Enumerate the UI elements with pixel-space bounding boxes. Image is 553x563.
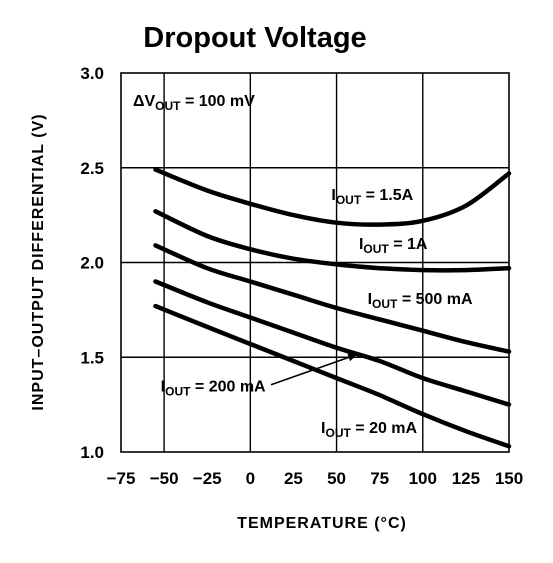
- series-label-4: IOUT = 20 mA: [321, 420, 418, 440]
- series-line-1: [153, 209, 512, 273]
- series-label-0: IOUT = 1.5A: [331, 187, 413, 207]
- series-label-3: IOUT = 200 mA: [161, 378, 266, 398]
- series-line-3: [153, 279, 512, 407]
- series-lines: [153, 167, 512, 449]
- plot-frame: [120, 72, 510, 453]
- series-label-2: IOUT = 500 mA: [368, 291, 473, 311]
- x-tick-label: 75: [370, 469, 389, 488]
- y-tick-label: 1.5: [80, 348, 104, 367]
- leader-arrow-head: [347, 353, 358, 362]
- y-tick-label: 1.0: [80, 443, 104, 462]
- series-labels: IOUT = 1.5A IOUT = 1A IOUT = 500 mA IOUT = …: [161, 187, 473, 440]
- condition-annotation: ΔVOUT = 100 mV: [133, 93, 255, 113]
- x-tick-labels: −75 −50 −25 0 25 50 75 100 125 150: [107, 469, 524, 488]
- y-tick-label: 2.5: [80, 159, 104, 178]
- x-tick-label: −25: [193, 469, 222, 488]
- x-tick-label: 50: [327, 469, 346, 488]
- series-line-4: [153, 303, 512, 449]
- x-tick-label: 125: [452, 469, 480, 488]
- x-tick-label: −75: [107, 469, 136, 488]
- x-tick-label: 150: [495, 469, 523, 488]
- x-axis-label: TEMPERATURE (°C): [237, 515, 407, 532]
- series-line-2: [153, 243, 512, 354]
- x-tick-label: −50: [150, 469, 179, 488]
- x-tick-label: 100: [409, 469, 437, 488]
- y-tick-label: 2.0: [80, 254, 104, 273]
- y-tick-labels: 1.0 1.5 2.0 2.5 3.0: [80, 64, 104, 462]
- leader-arrow-line: [270, 353, 358, 386]
- x-tick-label: 0: [246, 469, 255, 488]
- y-tick-label: 3.0: [80, 64, 104, 83]
- series-label-1: IOUT = 1A: [359, 236, 428, 256]
- y-axis-label: INPUT–OUTPUT DIFFERENTIAL (V): [30, 113, 47, 410]
- x-tick-label: 25: [284, 469, 303, 488]
- chart-title: Dropout Voltage: [143, 22, 366, 54]
- series-line-0: [153, 167, 512, 227]
